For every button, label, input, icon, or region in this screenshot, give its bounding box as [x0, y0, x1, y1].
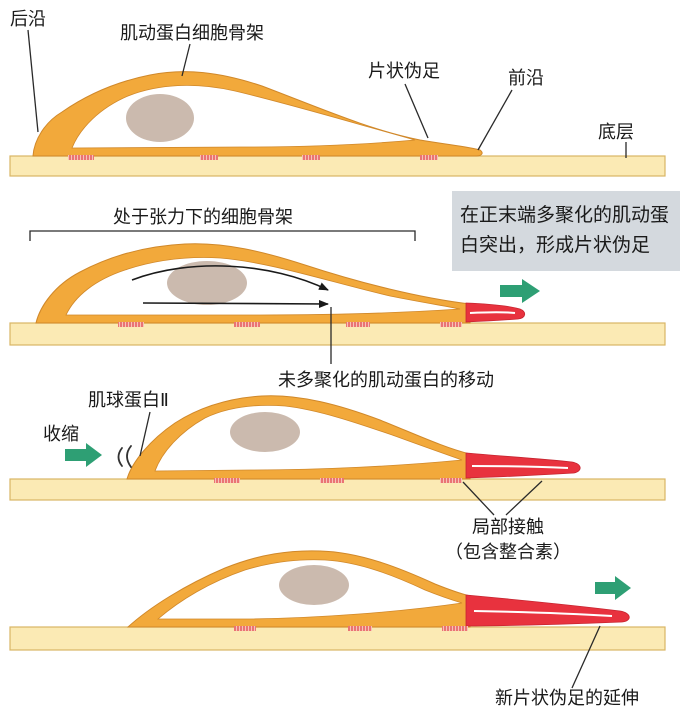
- lamellipodium-gap: [469, 311, 516, 314]
- cytoplasm: [154, 404, 463, 472]
- callout-line-2: 白突出，形成片状伪足: [460, 234, 650, 256]
- substrate-bar: [9, 626, 666, 651]
- substrate-label: 底层: [598, 122, 634, 143]
- focal-contact: [442, 626, 468, 631]
- panel-2: 处于张力下的细胞骨架 在正末端多聚化的肌动蛋 白突出，形成片状伪足 未多聚化的肌…: [9, 191, 680, 391]
- new-lamellipodium-label: 新片状伪足的延伸: [495, 688, 639, 709]
- nucleus: [279, 565, 349, 605]
- focal-contacts-label: 局部接触: [472, 517, 544, 538]
- contraction-motion-icon: [126, 445, 132, 468]
- leading-edge-leader: [477, 89, 513, 151]
- contraction-label: 收缩: [43, 424, 79, 445]
- lamellipodium-gap: [471, 465, 569, 469]
- panel-1: 后沿 肌动蛋白细胞骨架 片状伪足 前沿 底层: [9, 9, 666, 177]
- focal-contact: [214, 478, 240, 483]
- unpolymerized-actin-label: 未多聚化的肌动蛋白的移动: [278, 370, 494, 391]
- nucleus: [167, 261, 247, 305]
- substrate-bar: [9, 322, 666, 346]
- contraction-motion-icon: [117, 447, 123, 467]
- callout-line-1: 在正末端多聚化的肌动蛋: [460, 204, 669, 226]
- polymerized-actin-tip: [465, 452, 581, 479]
- focal-contact: [346, 322, 370, 327]
- focal-contact: [234, 322, 260, 327]
- actin-flow-curved-arrow: [131, 265, 329, 291]
- focal-contact: [234, 626, 256, 631]
- trailing-edge-label: 后沿: [10, 9, 46, 30]
- focal-contact: [302, 155, 320, 160]
- focal-contact-leader: [505, 480, 543, 516]
- nucleus: [126, 94, 194, 142]
- substrate-bar: [9, 155, 666, 177]
- contraction-arrow-icon: [65, 443, 102, 467]
- nucleus: [230, 412, 300, 452]
- panel-4: 新片状伪足的延伸: [9, 550, 666, 709]
- lamellipodium-gap: [473, 610, 613, 617]
- tension-bracket: [29, 230, 416, 241]
- trailing-edge-leader: [27, 29, 39, 133]
- focal-contact: [200, 155, 218, 160]
- direction-arrow-icon: [595, 576, 631, 600]
- new-lamellipodium-leader: [571, 625, 601, 689]
- actin-cytoskeleton-label: 肌动蛋白细胞骨架: [120, 23, 264, 44]
- new-lamellipodium: [465, 594, 630, 627]
- focal-contact: [118, 322, 144, 327]
- callout-box: [452, 191, 680, 271]
- actin-flow-straight-arrow: [142, 299, 329, 308]
- direction-arrow-icon: [500, 279, 540, 303]
- myosin-leader: [139, 411, 151, 457]
- actin-cytoskeleton-leader: [181, 43, 191, 77]
- myosin-label: 肌球蛋白Ⅱ: [88, 390, 169, 411]
- focal-contact-leader: [462, 481, 495, 516]
- focal-contact: [68, 155, 94, 160]
- focal-contacts-note: （包含整合素）: [445, 542, 571, 563]
- cytoskeleton-tension-label: 处于张力下的细胞骨架: [113, 207, 293, 228]
- focal-contact: [348, 626, 372, 631]
- focal-contact: [320, 478, 344, 483]
- leading-edge-label: 前沿: [508, 68, 544, 89]
- panel-3: 肌球蛋白Ⅱ 收缩 局部接触 （包含整合素）: [9, 390, 666, 563]
- lamellipodium-label: 片状伪足: [368, 61, 440, 82]
- lamellipodium-leader: [404, 83, 429, 139]
- focal-contact: [420, 155, 438, 160]
- focal-contact: [440, 322, 462, 327]
- focal-contact: [440, 478, 462, 483]
- cytoplasm: [65, 257, 461, 316]
